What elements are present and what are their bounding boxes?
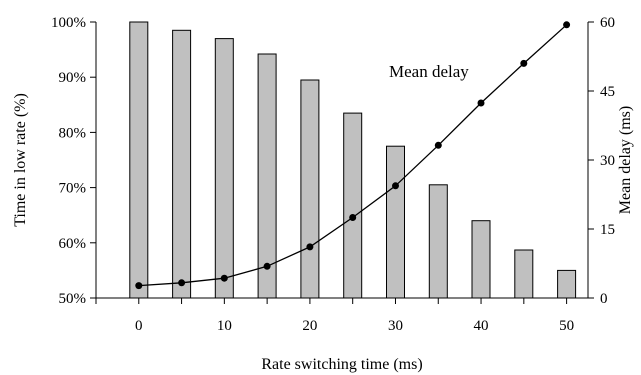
bar-0 — [129, 21, 149, 299]
mean-delay-point-45 — [520, 59, 528, 67]
left-y-tick-label: 60% — [59, 236, 87, 252]
mean-delay-point-5 — [178, 279, 186, 287]
bar-25 — [343, 112, 363, 299]
right-y-tick-label: 60 — [600, 15, 615, 31]
x-tick-label: 0 — [135, 318, 143, 334]
bar-15 — [257, 53, 277, 299]
mean-delay-point-15 — [263, 262, 271, 270]
mean-delay-point-25 — [349, 214, 357, 221]
x-tick-label: 30 — [388, 318, 403, 334]
x-axis-title: Rate switching time (ms) — [261, 356, 422, 373]
bar-20 — [300, 79, 320, 299]
left-y-axis-title: Time in low rate (%) — [12, 93, 29, 227]
right-y-tick-label: 45 — [600, 84, 615, 100]
x-tick-label: 10 — [217, 318, 232, 334]
mean-delay-annotation: Mean delay — [389, 62, 469, 81]
mean-delay-point-30 — [392, 182, 399, 190]
left-y-tick-label: 50% — [59, 291, 87, 307]
left-y-tick-label: 80% — [59, 125, 87, 141]
axes — [90, 21, 594, 304]
right-y-tick-label: 15 — [600, 222, 615, 238]
left-y-tick-label: 70% — [59, 181, 87, 197]
mean-delay-point-10 — [220, 274, 228, 282]
right-y-axis-title: Mean delay (ms) — [617, 106, 634, 214]
left-y-tick-label: 100% — [51, 15, 86, 31]
mean-delay-series — [135, 21, 571, 290]
mean-delay-point-20 — [306, 243, 314, 251]
mean-delay-point-40 — [477, 99, 485, 107]
tick-labels: 50% 60% 70% 80% 90% 100% 0 15 30 45 60 0 10 20 30 40 50 — [51, 15, 615, 334]
x-tick-label: 50 — [559, 318, 574, 334]
bar-40 — [471, 220, 491, 299]
bar-series — [129, 21, 577, 299]
bar-35 — [428, 184, 448, 299]
bar-5 — [172, 29, 192, 299]
bar-30 — [386, 145, 405, 299]
mean-delay-point-35 — [434, 141, 442, 149]
mean-delay-point-0 — [135, 282, 143, 290]
x-tick-label: 40 — [474, 318, 489, 334]
x-tick-label: 20 — [302, 318, 317, 334]
bar-50 — [557, 269, 577, 299]
left-y-tick-label: 90% — [59, 70, 87, 86]
bar-45 — [514, 249, 534, 299]
right-y-tick-label: 0 — [600, 291, 608, 307]
mean-delay-point-50 — [563, 21, 571, 29]
bar-10 — [214, 38, 234, 299]
right-y-tick-label: 30 — [600, 153, 615, 169]
